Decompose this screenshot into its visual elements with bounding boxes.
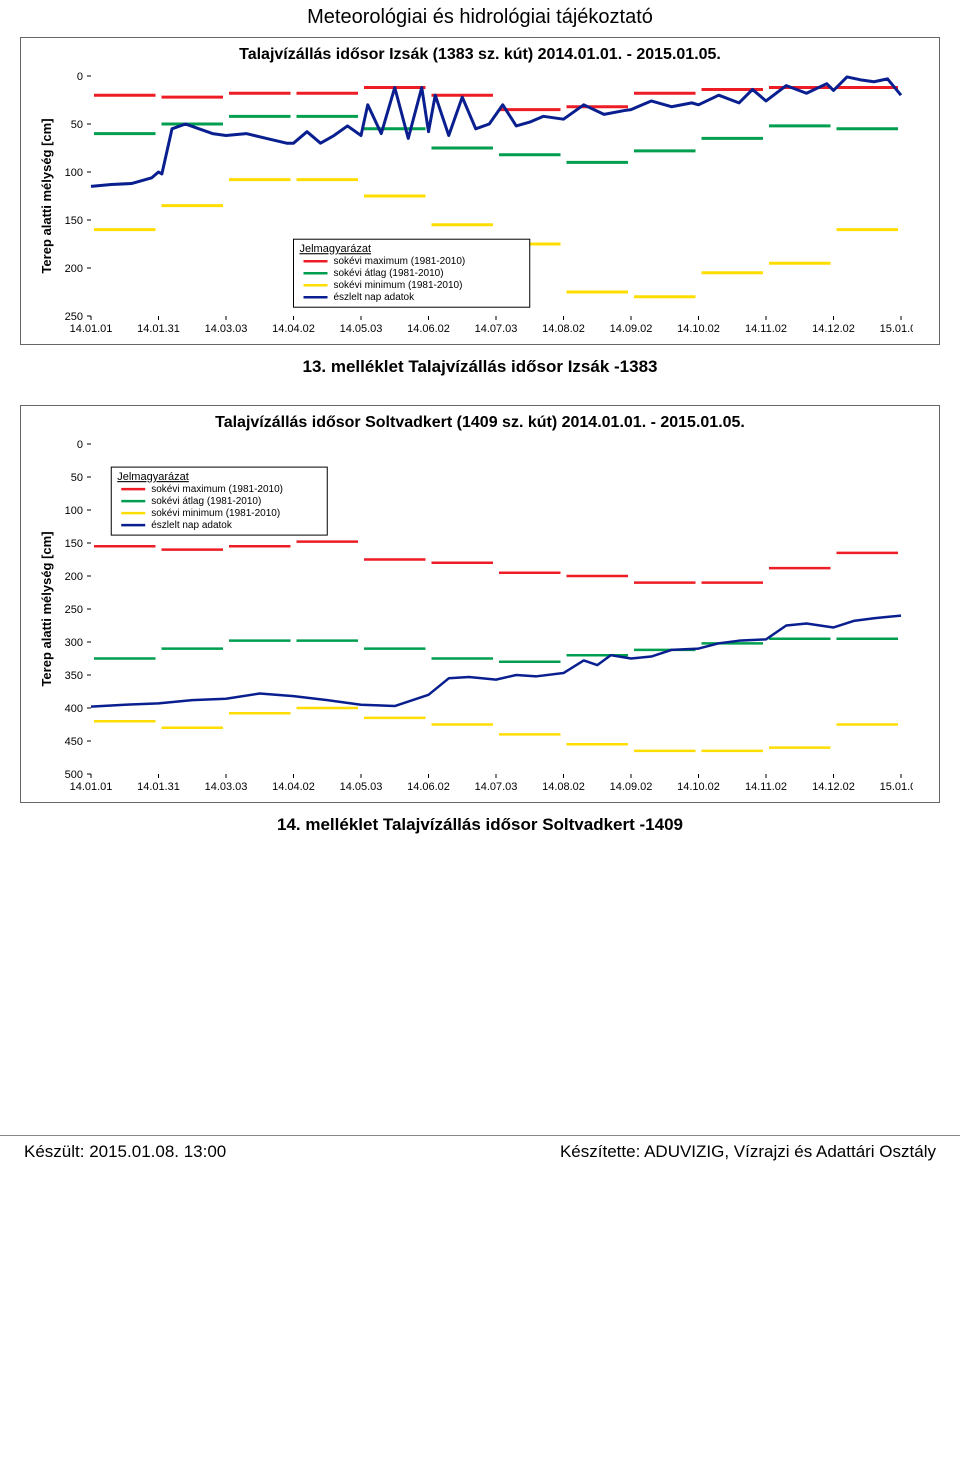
- chart-2-title: Talajvízállás idősor Soltvadkert (1409 s…: [33, 414, 927, 432]
- footer-left: Készült: 2015.01.08. 13:00: [24, 1142, 226, 1162]
- svg-text:50: 50: [71, 472, 83, 484]
- svg-text:14.06.02: 14.06.02: [407, 323, 450, 335]
- svg-text:14.10.02: 14.10.02: [677, 323, 720, 335]
- svg-text:Terep alatti mélység [cm]: Terep alatti mélység [cm]: [39, 531, 54, 686]
- svg-text:200: 200: [65, 571, 83, 583]
- svg-text:sokévi minimum (1981-2010): sokévi minimum (1981-2010): [151, 508, 280, 519]
- svg-text:Jelmagyarázat: Jelmagyarázat: [117, 471, 189, 483]
- svg-text:14.01.31: 14.01.31: [137, 323, 180, 335]
- svg-text:14.08.02: 14.08.02: [542, 323, 585, 335]
- svg-text:észlelt nap adatok: észlelt nap adatok: [334, 292, 416, 303]
- svg-text:300: 300: [65, 637, 83, 649]
- svg-text:15.01.02: 15.01.02: [880, 323, 913, 335]
- svg-text:500: 500: [65, 769, 83, 781]
- svg-text:14.05.03: 14.05.03: [340, 781, 383, 793]
- chart-1-title: Talajvízállás idősor Izsák (1383 sz. kút…: [33, 46, 927, 64]
- svg-text:200: 200: [65, 263, 83, 275]
- svg-text:14.11.02: 14.11.02: [745, 781, 787, 793]
- svg-text:14.03.03: 14.03.03: [205, 323, 248, 335]
- svg-text:100: 100: [65, 505, 83, 517]
- chart-1: 0 50 100 150 200 25014.01.01 14.01.31 14.03.03 1…: [33, 70, 913, 340]
- svg-text:14.07.03: 14.07.03: [475, 323, 518, 335]
- svg-text:150: 150: [65, 538, 83, 550]
- svg-text:14.01.01: 14.01.01: [70, 781, 113, 793]
- svg-text:100: 100: [65, 167, 83, 179]
- svg-text:14.10.02: 14.10.02: [677, 781, 720, 793]
- svg-text:14.06.02: 14.06.02: [407, 781, 450, 793]
- page-footer: Készült: 2015.01.08. 13:00 Készítette: A…: [0, 1135, 960, 1172]
- svg-text:14.04.02: 14.04.02: [272, 323, 315, 335]
- svg-text:150: 150: [65, 215, 83, 227]
- chart-2: 0 50 100 150 200 250 300 350 400 450 50014.01.01 14…: [33, 438, 913, 798]
- svg-text:14.11.02: 14.11.02: [745, 323, 787, 335]
- svg-text:14.01.01: 14.01.01: [70, 323, 113, 335]
- footer-right: Készítette: ADUVIZIG, Vízrajzi és Adattá…: [560, 1142, 936, 1162]
- svg-text:350: 350: [65, 670, 83, 682]
- chart-1-container: Talajvízállás idősor Izsák (1383 sz. kút…: [20, 37, 940, 345]
- svg-text:400: 400: [65, 703, 83, 715]
- chart-1-caption: 13. melléklet Talajvízállás idősor Izsák…: [0, 357, 960, 377]
- svg-text:14.12.02: 14.12.02: [812, 781, 855, 793]
- svg-text:észlelt nap adatok: észlelt nap adatok: [151, 520, 233, 531]
- svg-text:Terep alatti mélység [cm]: Terep alatti mélység [cm]: [39, 118, 54, 273]
- svg-text:sokévi maximum (1981-2010): sokévi maximum (1981-2010): [334, 256, 466, 267]
- svg-text:250: 250: [65, 311, 83, 323]
- svg-text:450: 450: [65, 736, 83, 748]
- svg-text:14.01.31: 14.01.31: [137, 781, 180, 793]
- svg-text:250: 250: [65, 604, 83, 616]
- svg-text:14.07.03: 14.07.03: [475, 781, 518, 793]
- svg-text:sokévi átlag (1981-2010): sokévi átlag (1981-2010): [334, 268, 444, 279]
- svg-text:0: 0: [77, 439, 83, 451]
- svg-text:0: 0: [77, 71, 83, 83]
- chart-2-container: Talajvízállás idősor Soltvadkert (1409 s…: [20, 405, 940, 803]
- svg-text:Jelmagyarázat: Jelmagyarázat: [300, 243, 372, 255]
- svg-text:14.03.03: 14.03.03: [205, 781, 248, 793]
- svg-text:14.09.02: 14.09.02: [610, 323, 653, 335]
- svg-text:sokévi átlag (1981-2010): sokévi átlag (1981-2010): [151, 496, 261, 507]
- page: { "header": "Meteorológiai és hidrológia…: [0, 0, 960, 1172]
- page-title: Meteorológiai és hidrológiai tájékoztató: [0, 0, 960, 33]
- svg-text:sokévi minimum (1981-2010): sokévi minimum (1981-2010): [334, 280, 463, 291]
- svg-text:14.12.02: 14.12.02: [812, 323, 855, 335]
- svg-text:14.04.02: 14.04.02: [272, 781, 315, 793]
- svg-text:sokévi maximum (1981-2010): sokévi maximum (1981-2010): [151, 484, 283, 495]
- svg-text:15.01.02: 15.01.02: [880, 781, 913, 793]
- svg-text:14.09.02: 14.09.02: [610, 781, 653, 793]
- svg-text:50: 50: [71, 119, 83, 131]
- svg-text:14.05.03: 14.05.03: [340, 323, 383, 335]
- svg-text:14.08.02: 14.08.02: [542, 781, 585, 793]
- chart-2-caption: 14. melléklet Talajvízállás idősor Soltv…: [0, 815, 960, 835]
